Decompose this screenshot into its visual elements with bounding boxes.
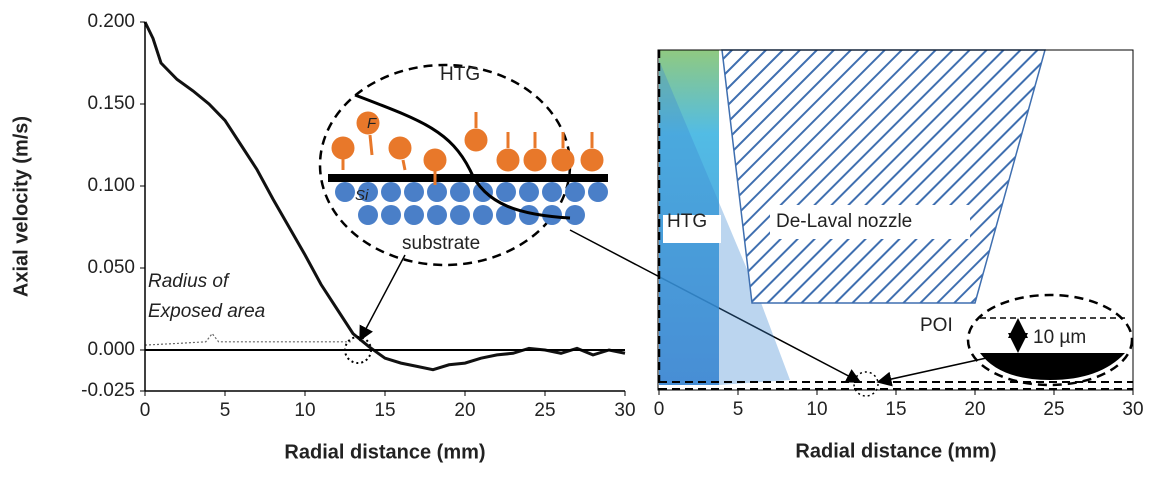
x-tick-label: 30 xyxy=(614,400,635,421)
y-tick-label: 0.150 xyxy=(87,93,135,114)
flow-field: HTG De-Laval nozzle POI 10 µm xyxy=(657,49,1134,397)
x-tick-label: 20 xyxy=(454,400,475,421)
annotation: POI xyxy=(920,315,953,336)
x-tick-label: 15 xyxy=(885,399,906,420)
x-tick-label: 5 xyxy=(220,400,231,421)
annotation: Si xyxy=(355,187,369,204)
series-line xyxy=(144,332,353,346)
x-tick-label: 15 xyxy=(374,400,395,421)
x-tick-label: 20 xyxy=(964,399,985,420)
annotation: Radius of xyxy=(148,271,230,292)
annotation: HTG xyxy=(440,64,480,85)
x-tick-label: 0 xyxy=(654,399,665,420)
x-tick-label: 25 xyxy=(1043,399,1064,420)
x-axis-label: Radial distance (mm) xyxy=(795,440,996,462)
y-axis-label: Axial velocity (m/s) xyxy=(10,116,32,297)
x-tick-label: 30 xyxy=(1122,399,1143,420)
x-axis-label: Radial distance (mm) xyxy=(284,441,485,463)
inset-left: Radius of Exposed area HTG F Si substrat… xyxy=(148,63,1001,387)
x-tick-label: 10 xyxy=(294,400,315,421)
y-tick-label: 0.100 xyxy=(87,175,135,196)
y-tick-label: 0.000 xyxy=(87,339,135,360)
annotation: Exposed area xyxy=(148,301,265,322)
annotation: HTG xyxy=(667,211,707,232)
x-tick-label: 5 xyxy=(733,399,744,420)
annotation: De-Laval nozzle xyxy=(776,211,912,232)
y-tick-label: -0.025 xyxy=(81,380,135,401)
annotation: 10 µm xyxy=(1033,327,1086,348)
y-tick-label: 0.200 xyxy=(87,11,135,32)
x-tick-label: 10 xyxy=(806,399,827,420)
annotation: substrate xyxy=(402,233,480,254)
y-tick-label: 0.050 xyxy=(87,257,135,278)
x-tick-label: 0 xyxy=(140,400,151,421)
x-tick-label: 25 xyxy=(534,400,555,421)
annotation: F xyxy=(367,115,377,132)
